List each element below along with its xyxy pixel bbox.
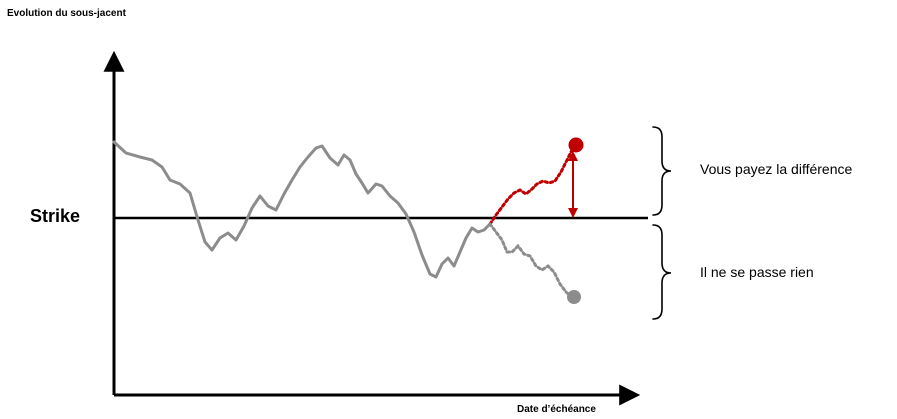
historical-price-path: [112, 140, 492, 279]
lower-annotation: Il ne se passe rien: [700, 264, 814, 280]
x-axis-title: Date d’échéance: [517, 404, 596, 415]
upper-brace: [652, 126, 672, 216]
upper-annotation: Vous payez la différence: [700, 161, 853, 177]
down-scenario-path: [488, 222, 574, 299]
down-scenario-endpoint: [567, 290, 581, 304]
y-axis-title: Evolution du sous-jacent: [7, 8, 126, 19]
strike-label: Strike: [30, 206, 81, 226]
up-scenario-endpoint: [568, 137, 584, 153]
lower-brace: [652, 224, 672, 320]
up-scenario-path: [488, 148, 574, 226]
